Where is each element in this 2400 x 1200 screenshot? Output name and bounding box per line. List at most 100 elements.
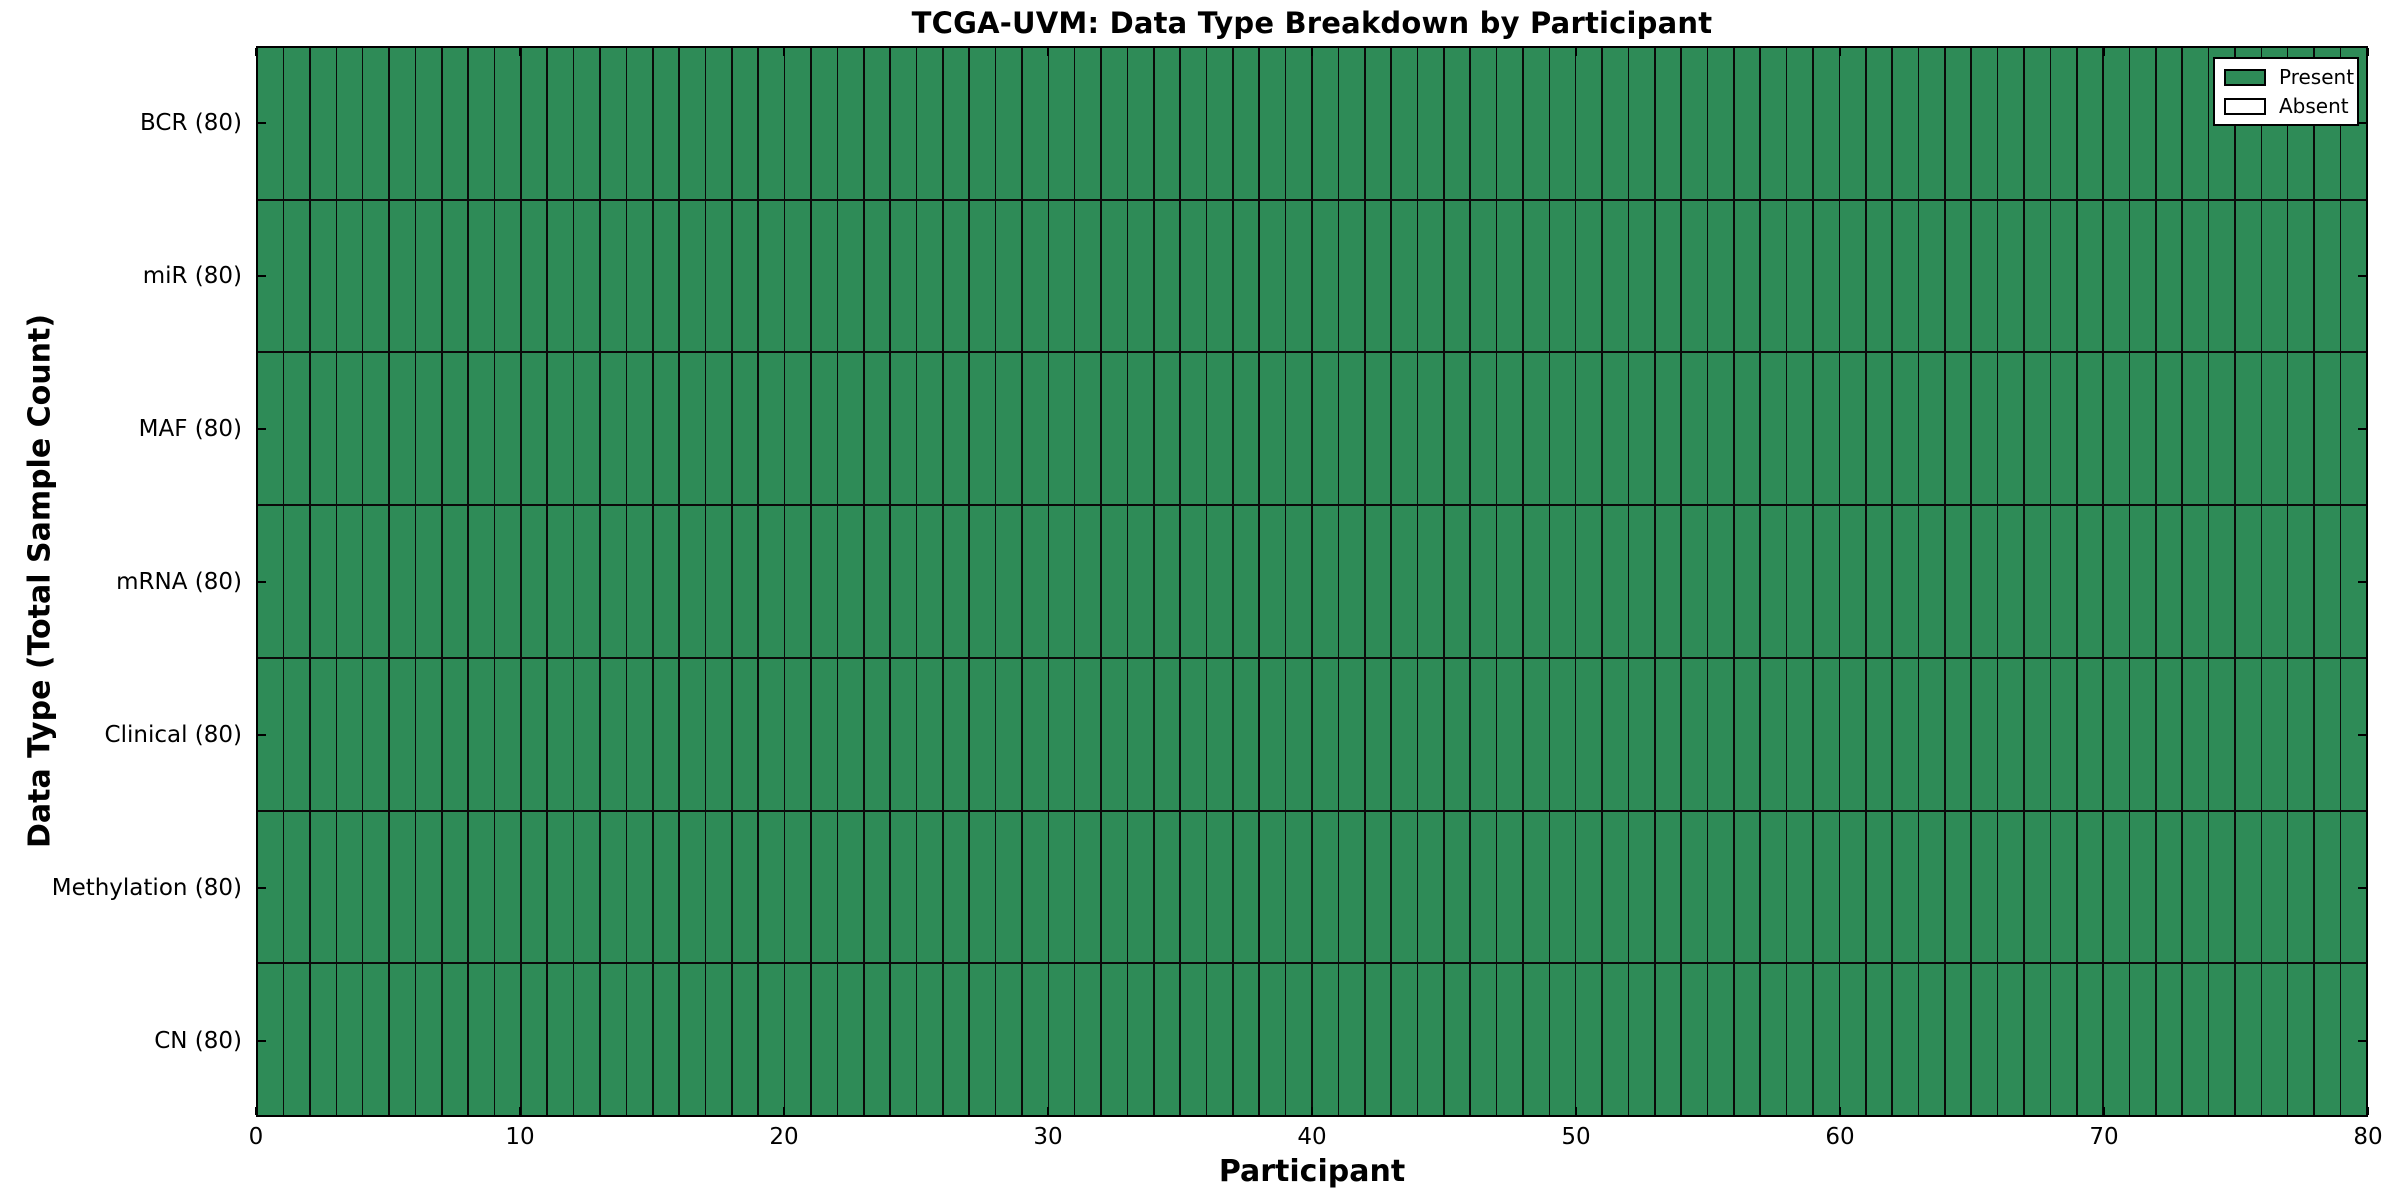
heatmap-cell (1813, 658, 1839, 810)
heatmap-cell (653, 811, 679, 963)
heatmap-cell (943, 506, 969, 657)
plot-area (256, 46, 2368, 1117)
y-tick-label: miR (80) (142, 262, 242, 289)
heatmap-cell (1101, 811, 1127, 963)
heatmap-cell (416, 658, 441, 810)
heatmap-cell (363, 658, 389, 810)
heatmap-cell (2288, 658, 2314, 810)
heatmap-cell (838, 811, 863, 963)
heatmap-cell (1075, 506, 1101, 657)
heatmap-cell (574, 506, 600, 657)
heatmap-cell (2077, 506, 2103, 657)
heatmap-cell (2024, 964, 2050, 1115)
heatmap-cell (1892, 353, 1918, 505)
heatmap-cell (838, 964, 863, 1115)
heatmap-cell (1180, 200, 1206, 352)
x-tick-label: 60 (1825, 1124, 1855, 1150)
heatmap-cell (1681, 811, 1707, 963)
heatmap-cell (1681, 658, 1707, 810)
heatmap-cell (917, 964, 943, 1115)
heatmap-row-miR (258, 200, 2366, 352)
heatmap-cell (2051, 48, 2076, 199)
heatmap-cell (1339, 506, 1364, 657)
heatmap-cell (1523, 811, 1549, 963)
legend-label-absent: Absent (2279, 94, 2349, 118)
heatmap-cell (548, 353, 573, 505)
heatmap-cell (2103, 353, 2129, 505)
heatmap-cell (337, 353, 362, 505)
heatmap-cell (1655, 506, 1681, 657)
x-tick-mark (2367, 1107, 2369, 1115)
heatmap-cell (1761, 48, 1786, 199)
heatmap-cell (1761, 353, 1786, 505)
heatmap-cell (838, 48, 863, 199)
heatmap-cell (943, 353, 969, 505)
heatmap-cell (732, 811, 758, 963)
heatmap-cell (1471, 48, 1496, 199)
heatmap-cell (2051, 200, 2076, 352)
heatmap-cell (2130, 658, 2156, 810)
heatmap-cell (1655, 658, 1681, 810)
heatmap-cell (1919, 506, 1945, 657)
heatmap-cell (363, 964, 389, 1115)
heatmap-cell (1471, 811, 1496, 963)
heatmap-cell (574, 811, 600, 963)
heatmap-cell (1602, 48, 1628, 199)
heatmap-cell (2051, 964, 2076, 1115)
x-tick-mark (255, 1107, 257, 1115)
heatmap-cell (1365, 506, 1391, 657)
heatmap-cell (1972, 200, 1997, 352)
heatmap-cell (1919, 658, 1945, 810)
heatmap-cell (1260, 353, 1285, 505)
heatmap-cell (2156, 48, 2182, 199)
heatmap-cell (2209, 353, 2235, 505)
heatmap-cell (838, 658, 863, 810)
heatmap-cell (1945, 658, 1971, 810)
heatmap-cell (864, 506, 890, 657)
heatmap-cell (1813, 353, 1839, 505)
heatmap-cell (1866, 48, 1892, 199)
heatmap-cell (1075, 964, 1101, 1115)
heatmap-cell (1075, 353, 1101, 505)
heatmap-cell (1866, 506, 1892, 657)
heatmap-cell (2183, 964, 2208, 1115)
heatmap-cell (838, 200, 863, 352)
heatmap-cell (1681, 506, 1707, 657)
heatmap-cell (2103, 506, 2129, 657)
heatmap-cell (2103, 964, 2129, 1115)
heatmap-cell (1945, 811, 1971, 963)
heatmap-cell (1022, 353, 1048, 505)
y-tick-label: BCR (80) (140, 109, 242, 136)
heatmap-cell (2314, 506, 2340, 657)
heatmap-cell (310, 48, 336, 199)
heatmap-cell (442, 658, 468, 810)
heatmap-cell (943, 964, 969, 1115)
heatmap-cell (600, 353, 626, 505)
y-tick-mark-right (2358, 121, 2366, 124)
heatmap-cell (759, 353, 784, 505)
heatmap-cell (679, 811, 705, 963)
heatmap-cell (1391, 506, 1417, 657)
heatmap-cell (969, 658, 995, 810)
heatmap-cell (1761, 658, 1786, 810)
heatmap-cell (1761, 200, 1786, 352)
heatmap-cell (627, 506, 652, 657)
heatmap-cell (1708, 964, 1734, 1115)
heatmap-cell (864, 353, 890, 505)
heatmap-cell (2024, 353, 2050, 505)
heatmap-cell (1180, 48, 1206, 199)
heatmap-cell (1339, 353, 1364, 505)
heatmap-cell (1550, 964, 1575, 1115)
legend: Present Absent (2213, 57, 2359, 126)
heatmap-cell (1049, 811, 1074, 963)
heatmap-cell (706, 658, 732, 810)
heatmap-cell (363, 506, 389, 657)
heatmap-cell (679, 48, 705, 199)
heatmap-cell (574, 48, 600, 199)
heatmap-cell (917, 48, 943, 199)
heatmap-cell (2314, 353, 2340, 505)
heatmap-cell (1233, 48, 1259, 199)
heatmap-cell (2288, 811, 2314, 963)
heatmap-cell (2130, 811, 2156, 963)
heatmap-cell (1049, 506, 1074, 657)
